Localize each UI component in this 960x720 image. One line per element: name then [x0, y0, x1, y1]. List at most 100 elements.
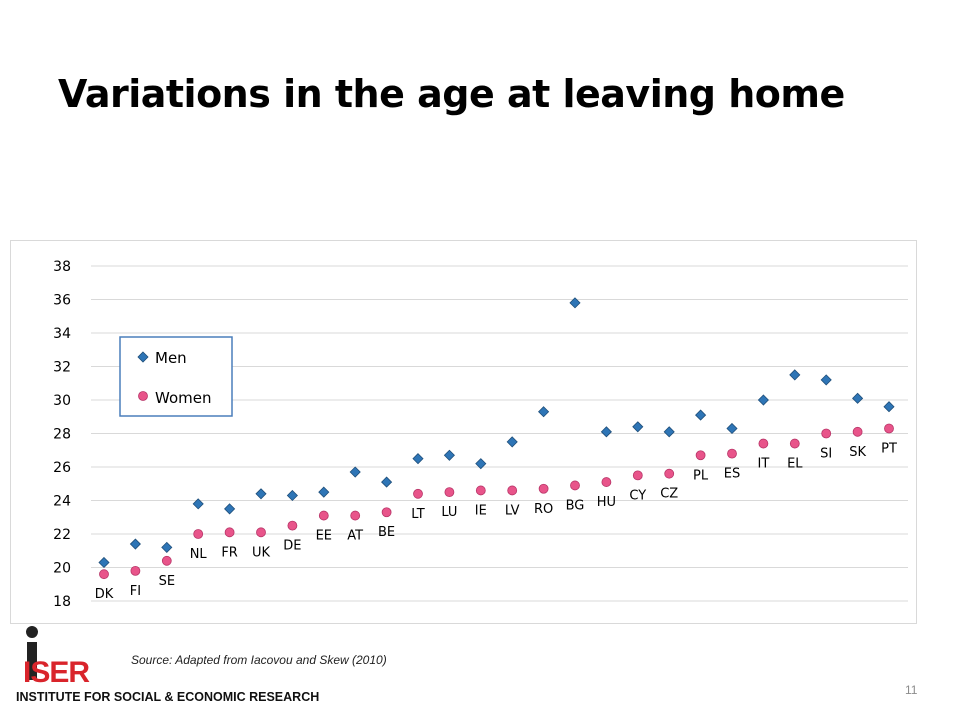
country-label-se: SE: [159, 574, 175, 589]
country-label-cy: CY: [629, 488, 646, 503]
y-axis-ticks: 18 20 22 24 26 28 30 32 34 36 38: [53, 259, 71, 610]
country-label-cz: CZ: [660, 487, 678, 502]
country-label-ie: IE: [475, 503, 487, 518]
y-tick-label: 22: [53, 527, 71, 543]
men-point-it: [757, 394, 769, 406]
iser-logo: ISER: [12, 624, 107, 693]
men-point-uk: [255, 488, 267, 500]
y-tick-label: 24: [53, 494, 71, 510]
men-point-fr: [224, 503, 236, 515]
y-tick-label: 26: [53, 460, 71, 476]
y-tick-label: 34: [53, 326, 71, 342]
men-point-lu: [443, 449, 455, 461]
women-point-cz: [664, 468, 675, 479]
y-tick-label: 36: [53, 293, 71, 309]
country-label-sk: SK: [849, 445, 866, 460]
men-point-bg: [569, 297, 581, 309]
country-label-uk: UK: [252, 545, 271, 560]
women-point-it: [758, 438, 769, 449]
logo-caption: INSTITUTE FOR SOCIAL & ECONOMIC RESEARCH: [16, 690, 320, 704]
women-point-be: [381, 507, 392, 518]
country-label-lv: LV: [505, 503, 520, 518]
women-point-lt: [413, 488, 423, 499]
country-label-it: IT: [758, 457, 770, 472]
legend-men-marker: [137, 351, 149, 363]
women-point-fr: [224, 527, 235, 538]
men-point-ee: [318, 486, 330, 498]
men-point-ie: [475, 458, 487, 470]
country-label-ee: EE: [316, 529, 332, 544]
women-point-uk: [256, 527, 266, 538]
chart-legend: Men Women: [119, 336, 233, 417]
source-note: Source: Adapted from Iacovou and Skew (2…: [131, 653, 387, 667]
country-label-bg: BG: [566, 498, 585, 513]
men-point-be: [381, 476, 393, 488]
women-point-ro: [538, 483, 549, 494]
men-point-ro: [538, 406, 550, 418]
men-point-de: [286, 489, 298, 502]
y-tick-label: 28: [53, 427, 71, 443]
country-label-fr: FR: [221, 545, 238, 560]
country-label-fi: FI: [130, 584, 141, 599]
country-labels: DK FI SE NL FR UK DE EE AT BE LT LU IE LV RO BG HU CY CZ PL…: [95, 441, 897, 602]
women-series: [99, 423, 894, 580]
women-point-hu: [601, 477, 612, 487]
men-point-pl: [695, 409, 707, 421]
men-series: [98, 297, 895, 569]
women-point-si: [821, 428, 832, 439]
y-tick-label: 32: [53, 360, 71, 376]
country-label-de: DE: [283, 539, 301, 554]
chart-frame: 18 20 22 24 26 28 30 32 34 36 38 DK FI SE NL FR UK DE EE A…: [10, 240, 917, 624]
country-label-ro: RO: [534, 502, 553, 517]
legend-women-label: Women: [155, 389, 211, 407]
men-point-se: [161, 541, 173, 553]
women-point-lv: [507, 485, 518, 496]
men-point-nl: [192, 498, 204, 510]
legend-box: [119, 336, 233, 417]
country-label-hu: HU: [597, 495, 616, 510]
country-label-lt: LT: [411, 507, 424, 522]
women-point-at: [350, 510, 361, 521]
men-point-lv: [506, 436, 518, 448]
women-point-se: [161, 555, 172, 566]
country-label-pl: PL: [693, 468, 709, 483]
men-point-cy: [632, 421, 644, 433]
legend-women-marker: [138, 391, 148, 401]
men-point-si: [820, 374, 832, 386]
country-label-pt: PT: [881, 441, 897, 456]
men-point-pt: [883, 401, 895, 413]
country-label-dk: DK: [95, 587, 114, 602]
country-label-es: ES: [724, 467, 740, 482]
svg-text:ISER: ISER: [23, 656, 90, 688]
women-point-nl: [193, 529, 204, 539]
men-point-sk: [852, 392, 864, 404]
country-label-lu: LU: [441, 505, 457, 520]
country-label-be: BE: [378, 525, 395, 540]
women-point-es: [727, 448, 737, 459]
women-point-pl: [695, 450, 706, 461]
women-point-pt: [884, 423, 894, 434]
men-point-el: [789, 369, 801, 381]
men-point-at: [349, 466, 361, 478]
grid-lines: [91, 265, 908, 602]
country-label-si: SI: [820, 447, 832, 462]
country-label-at: AT: [347, 529, 363, 544]
y-tick-label: 18: [53, 594, 71, 610]
men-point-lt: [412, 453, 424, 465]
women-point-de: [287, 520, 298, 531]
country-label-el: EL: [787, 457, 803, 472]
men-point-fi: [129, 538, 141, 550]
y-tick-label: 20: [53, 561, 71, 577]
y-tick-label: 30: [53, 393, 71, 409]
men-point-cz: [663, 426, 675, 438]
women-point-sk: [852, 426, 863, 437]
scatter-chart: 18 20 22 24 26 28 30 32 34 36 38 DK FI SE NL FR UK DE EE A…: [53, 259, 908, 610]
country-label-nl: NL: [190, 547, 208, 562]
men-point-hu: [600, 426, 612, 438]
women-point-ee: [318, 510, 329, 521]
slide-title: Variations in the age at leaving home: [58, 72, 845, 116]
women-point-ie: [475, 485, 486, 496]
legend-men-label: Men: [155, 349, 187, 367]
y-tick-label: 38: [53, 259, 71, 275]
women-point-dk: [99, 569, 109, 580]
